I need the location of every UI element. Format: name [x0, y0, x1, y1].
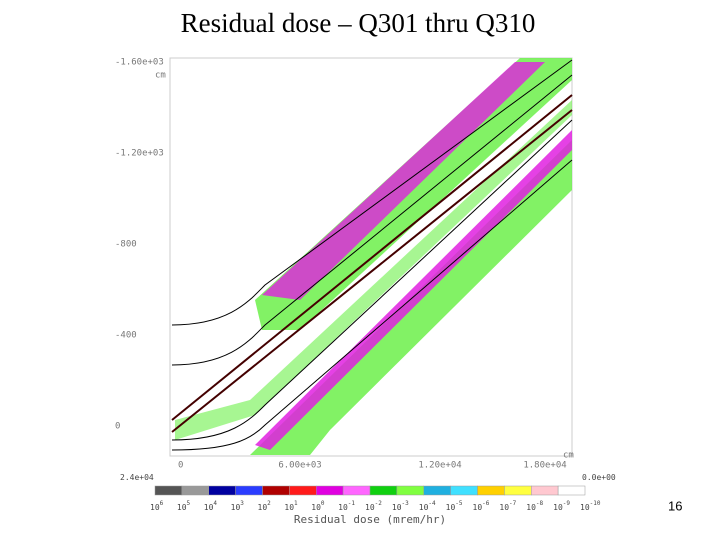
dose-band: [262, 62, 545, 300]
page-number: 16: [668, 498, 682, 513]
x-tick-label: 1.20e+04: [418, 461, 461, 471]
colorbar-base: 10: [473, 503, 483, 512]
colorbar-label: 10-8: [526, 500, 543, 512]
y-tick-label: -1.60e+03: [115, 58, 164, 68]
colorbar-base: 10: [204, 503, 214, 512]
colorbar-cell: [262, 485, 290, 496]
colorbar-cell: [450, 485, 478, 496]
colorbar-exponent: 6: [160, 500, 164, 507]
colorbar-cell: [477, 485, 505, 496]
colorbar-base: 10: [311, 503, 321, 512]
y-tick-label: 0: [115, 422, 120, 432]
colorbar-cell: [342, 485, 371, 496]
colorbar-cell: [235, 485, 263, 496]
beam-line: [171, 159, 573, 451]
colorbar-label: 105: [177, 500, 191, 512]
colorbar-exponent: -9: [563, 500, 571, 507]
x-unit: cm: [563, 451, 574, 461]
colorbar-exponent: -6: [482, 500, 490, 507]
colorbar-base: 10: [392, 503, 402, 512]
colorbar-cell: [396, 485, 424, 496]
colorbar-base: 10: [446, 503, 456, 512]
colorbar-base: 10: [258, 503, 268, 512]
x-tick-label: 6.00e+03: [278, 461, 321, 471]
beam-line: [171, 59, 573, 326]
colorbar-cell: [289, 485, 317, 496]
colorbar-exponent: 1: [294, 500, 298, 507]
colorbar-base: 10: [365, 503, 375, 512]
y-tick-label: -400: [115, 331, 137, 341]
colorbar-base: 10: [553, 503, 563, 512]
colorbar-exponent: 4: [213, 500, 217, 507]
colorbar-label: 104: [204, 500, 218, 512]
colorbar-max: 2.4e+04: [120, 473, 154, 482]
colorbar-cell: [423, 485, 451, 496]
colorbar-label: 106: [150, 500, 164, 512]
y-tick-label: -1.20e+03: [115, 149, 164, 159]
colorbar-label: 10-3: [392, 500, 409, 512]
colorbar-cell: [369, 485, 398, 496]
colorbar-label: 100: [311, 500, 325, 512]
colorbar-base: 10: [338, 503, 348, 512]
colorbar-exponent: -3: [402, 500, 410, 507]
colorbar-title: Residual dose (mrem/hr): [294, 513, 446, 526]
y-unit: cm: [155, 71, 166, 81]
beam-line: [171, 74, 573, 366]
colorbar-exponent: -8: [536, 500, 544, 507]
colorbar-base: 10: [419, 503, 429, 512]
colorbar-exponent: -5: [455, 500, 463, 507]
plot-image: [169, 57, 573, 457]
colorbar-cell: [208, 485, 236, 496]
colorbar-exponent: 2: [267, 500, 271, 507]
colorbar-min: 0.0e+00: [582, 473, 616, 482]
colorbar-cell: [181, 485, 209, 496]
colorbar-cell: [531, 485, 559, 496]
colorbar-cell: [154, 485, 183, 496]
colorbar-label: 101: [284, 500, 298, 512]
colorbar-exponent: -10: [590, 500, 601, 507]
colorbar-label: 102: [258, 500, 272, 512]
y-tick-label: -800: [115, 240, 137, 250]
colorbar-base: 10: [526, 503, 536, 512]
beam-line: [171, 94, 573, 421]
beam-line: [171, 109, 573, 433]
colorbar-label: 10-6: [473, 500, 490, 512]
colorbar-label: 10-4: [419, 500, 436, 512]
colorbar-cell: [557, 485, 586, 496]
colorbar-base: 10: [580, 503, 590, 512]
colorbar-label: 10-2: [365, 500, 382, 512]
colorbar-exponent: -4: [428, 500, 436, 507]
colorbar-label: 10-10: [580, 500, 601, 512]
beam-line: [171, 119, 573, 441]
slide-title: Residual dose – Q301 thru Q310: [181, 8, 536, 38]
colorbar-label: 103: [231, 500, 245, 512]
dose-band: [255, 130, 572, 450]
colorbar-label: 10-7: [499, 500, 516, 512]
x-tick-label: 1.80e+04: [523, 461, 566, 471]
colorbar-cell: [504, 485, 532, 496]
colorbar-label: 10-9: [553, 500, 570, 512]
colorbar-exponent: -2: [375, 500, 383, 507]
colorbar-label: 10-5: [446, 500, 463, 512]
colorbar-exponent: 0: [321, 500, 325, 507]
colorbar-base: 10: [150, 503, 160, 512]
colorbar-exponent: -1: [348, 500, 356, 507]
colorbar-base: 10: [231, 503, 241, 512]
colorbar-cell: [316, 485, 344, 496]
colorbar-label: 10-1: [338, 500, 355, 512]
colorbar-base: 10: [284, 503, 294, 512]
x-tick-label: 0: [178, 461, 183, 471]
colorbar-exponent: 3: [240, 500, 244, 507]
colorbar-exponent: 5: [187, 500, 191, 507]
colorbar-base: 10: [177, 503, 187, 512]
colorbar-base: 10: [499, 503, 509, 512]
colorbar-exponent: -7: [509, 500, 517, 507]
